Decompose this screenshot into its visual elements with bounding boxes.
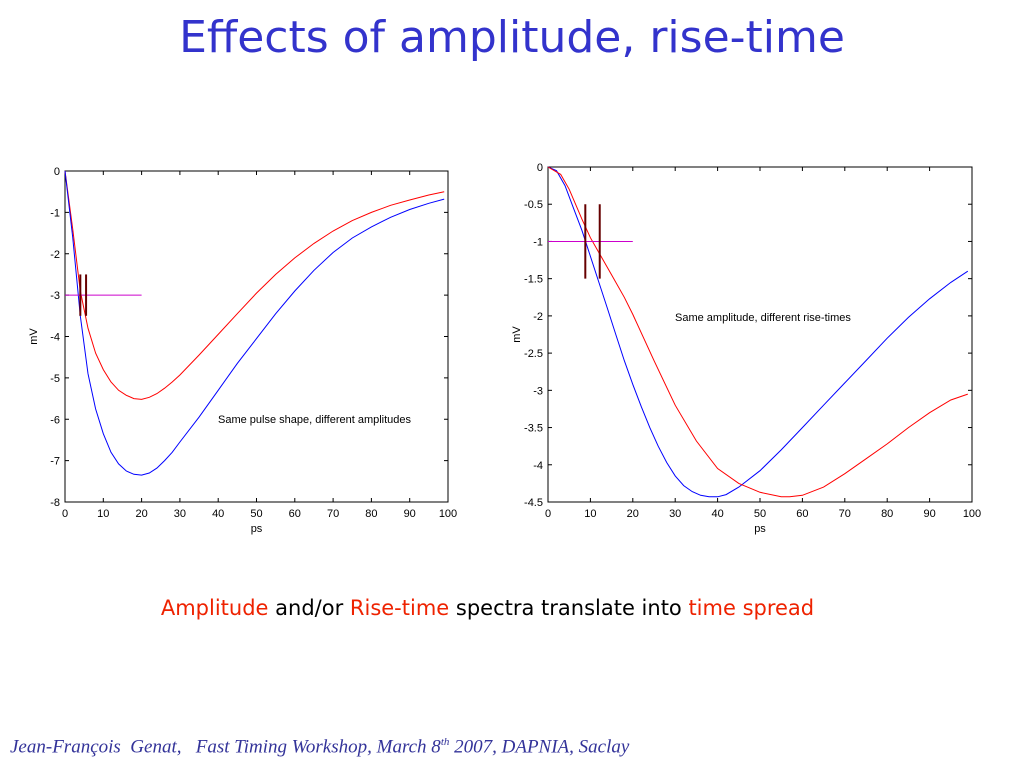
x-tick-label: 100	[439, 508, 457, 520]
series-line-red	[64, 170, 445, 400]
y-tick-label: -3	[533, 385, 543, 397]
y-axis-label: mV	[511, 326, 523, 343]
series-line-blue	[64, 170, 445, 476]
x-tick-label: 90	[404, 508, 416, 520]
y-tick-label: -6	[50, 414, 60, 426]
x-tick-label: 40	[212, 508, 224, 520]
x-tick-label: 80	[881, 508, 893, 520]
y-tick-label: -4.5	[524, 497, 543, 509]
y-tick-label: -3.5	[524, 423, 543, 435]
y-tick-label: -7	[50, 456, 60, 468]
x-tick-label: 20	[627, 508, 639, 520]
caption-spectra: spectra translate into	[449, 596, 689, 620]
x-tick-label: 30	[174, 508, 186, 520]
y-tick-label: -1	[50, 207, 60, 219]
x-tick-label: 60	[796, 508, 808, 520]
series-line-red	[547, 166, 968, 498]
annotation: Same amplitude, different rise-times	[675, 312, 851, 324]
plot-frame	[547, 166, 973, 503]
y-tick-label: -4	[533, 460, 543, 472]
annotation: Same pulse shape, different amplitudes	[218, 414, 412, 426]
x-tick-label: 50	[250, 508, 262, 520]
x-tick-label: 70	[327, 508, 339, 520]
x-tick-label: 80	[365, 508, 377, 520]
y-tick-label: -2.5	[524, 348, 543, 360]
footer: Jean-François Genat, Fast Timing Worksho…	[10, 736, 629, 758]
chart-amplitude: 0 10 20 30 40 50 60 70 80 90 100 0 -1 -2 -3 -4 -5 -6 -7 -8 p…	[28, 166, 457, 535]
caption-and-or: and/or	[268, 596, 350, 620]
series-line-blue	[547, 166, 969, 498]
x-tick-label: 100	[963, 508, 981, 520]
x-tick-label: 40	[711, 508, 723, 520]
caption-time-spread: time spread	[688, 596, 815, 620]
x-tick-label: 30	[669, 508, 681, 520]
caption: Amplitude and/or Rise-time spectra trans…	[0, 596, 975, 620]
footer-main: Jean-François Genat, Fast Timing Worksho…	[10, 736, 441, 758]
x-tick-label: 0	[545, 508, 551, 520]
footer-sup: th	[440, 736, 450, 748]
chart-rise-time: 0 10 20 30 40 50 60 70 80 90 100 0 -0.5 -1 -1.5 -2 -2.5 -…	[511, 162, 981, 535]
x-tick-label: 60	[289, 508, 301, 520]
slide-title: Effects of amplitude, rise-time	[179, 12, 845, 63]
footer-tail: 2007, DAPNIA, Saclay	[449, 736, 630, 758]
x-axis-label: ps	[251, 523, 263, 535]
x-tick-label: 90	[923, 508, 935, 520]
y-tick-label: -4	[50, 332, 60, 344]
y-axis-label: mV	[28, 328, 40, 345]
x-tick-label: 20	[135, 508, 147, 520]
plot-frame	[64, 170, 449, 503]
y-tick-label: -1.5	[524, 274, 543, 286]
caption-amplitude: Amplitude	[160, 596, 269, 620]
y-tick-label: 0	[54, 166, 60, 178]
x-tick-label: 50	[754, 508, 766, 520]
x-tick-label: 10	[97, 508, 109, 520]
x-axis-label: ps	[754, 523, 766, 535]
x-tick-label: 0	[62, 508, 68, 520]
y-tick-label: -3	[50, 290, 60, 302]
y-tick-label: -5	[50, 373, 60, 385]
y-tick-label: -2	[533, 311, 543, 323]
y-tick-label: 0	[537, 162, 543, 174]
x-tick-label: 70	[839, 508, 851, 520]
y-tick-label: -0.5	[524, 199, 543, 211]
y-tick-label: -2	[50, 249, 60, 261]
caption-rise-time: Rise-time	[349, 596, 450, 620]
x-tick-label: 10	[584, 508, 596, 520]
y-tick-label: -1	[533, 236, 543, 248]
y-tick-label: -8	[50, 497, 60, 509]
